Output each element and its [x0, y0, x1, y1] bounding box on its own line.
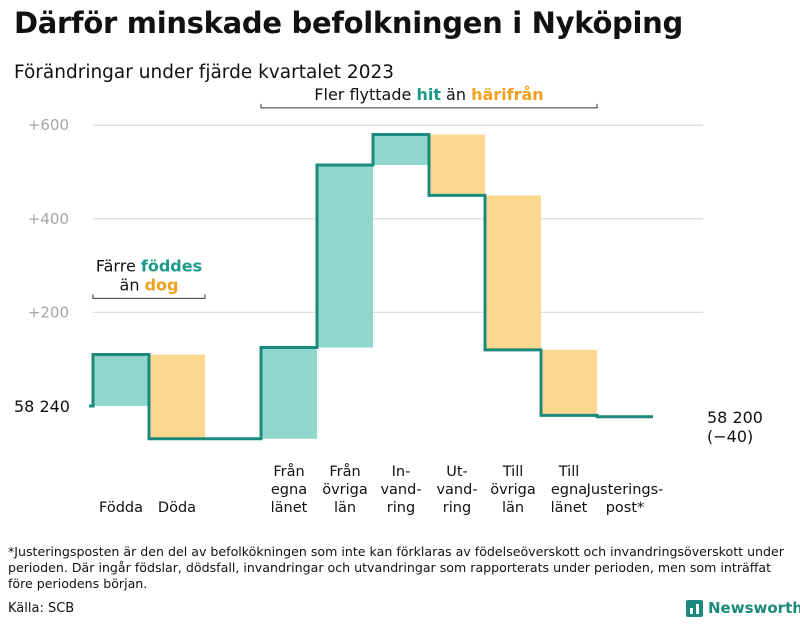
- bar: [373, 134, 429, 165]
- end-value-label: 58 200: [707, 408, 763, 427]
- annotation-span: föddes: [141, 256, 202, 275]
- chart-title: Därför minskade befolkningen i Nyköping: [14, 6, 683, 40]
- category-label: egna: [551, 482, 587, 498]
- category-label: övriga: [490, 482, 536, 498]
- category-label: In-: [392, 464, 411, 480]
- category-label: Från: [273, 463, 304, 480]
- category-label: länet: [551, 500, 588, 516]
- waterfall-chart: +200 +400 +600 Födda Döda Från egna länet Från öv…: [14, 85, 763, 516]
- footnote: *Justeringsposten är den del av befolkök…: [8, 544, 784, 591]
- bar: [485, 195, 541, 350]
- category-label: Födda: [99, 500, 143, 516]
- annotation-span: hit: [416, 85, 441, 104]
- annotation-text: än dog: [120, 275, 179, 294]
- annotation-span: än: [120, 275, 145, 294]
- end-change-label: (−40): [707, 427, 753, 446]
- category-label: ring: [387, 500, 415, 516]
- category-label: vand-: [380, 482, 421, 498]
- category-label: övriga: [322, 482, 368, 498]
- annotation-bracket: [92, 294, 206, 299]
- category-label: län: [334, 500, 356, 516]
- annotation-text: Fler flyttade hit än härifrån: [314, 85, 543, 104]
- annotation-text: Färre föddes: [96, 256, 202, 275]
- annotation-span: dog: [145, 275, 179, 294]
- brand-logo[interactable]: Newsworthy: [686, 599, 800, 617]
- chart-subtitle: Förändringar under fjärde kvartalet 2023: [14, 62, 395, 83]
- category-label: Justerings-: [586, 482, 664, 498]
- category-label: länet: [271, 500, 308, 516]
- category-label: Från: [329, 463, 360, 480]
- bar: [261, 347, 317, 439]
- annotation-bracket: [260, 103, 598, 109]
- category-label: Till: [558, 464, 580, 480]
- annotation-span: Färre: [96, 256, 141, 275]
- brand-name: Newsworthy: [708, 599, 800, 617]
- y-tick-label: +600: [28, 116, 69, 134]
- category-label: egna: [271, 482, 307, 498]
- bar: [541, 349, 597, 416]
- category-label: post*: [606, 500, 645, 516]
- category-label: Till: [502, 464, 524, 480]
- bar: [429, 134, 485, 196]
- source-label: Källa: SCB: [8, 601, 75, 616]
- cumulative-step-line: [89, 133, 653, 441]
- category-label: län: [502, 500, 524, 516]
- annotation-span: härifrån: [471, 85, 544, 104]
- category-label: Ut-: [446, 464, 468, 480]
- category-label: vand-: [436, 482, 477, 498]
- category-label: ring: [443, 500, 471, 516]
- category-label: Döda: [158, 500, 196, 516]
- bar: [93, 354, 149, 406]
- start-value-label: 58 240: [14, 397, 70, 416]
- bar: [317, 164, 373, 348]
- y-tick-label: +400: [28, 210, 69, 228]
- annotation-span: än: [441, 85, 471, 104]
- y-tick-label: +200: [28, 303, 69, 321]
- bar: [149, 354, 205, 439]
- newsworthy-logo-icon: [686, 599, 703, 617]
- annotation-span: Fler flyttade: [314, 85, 416, 104]
